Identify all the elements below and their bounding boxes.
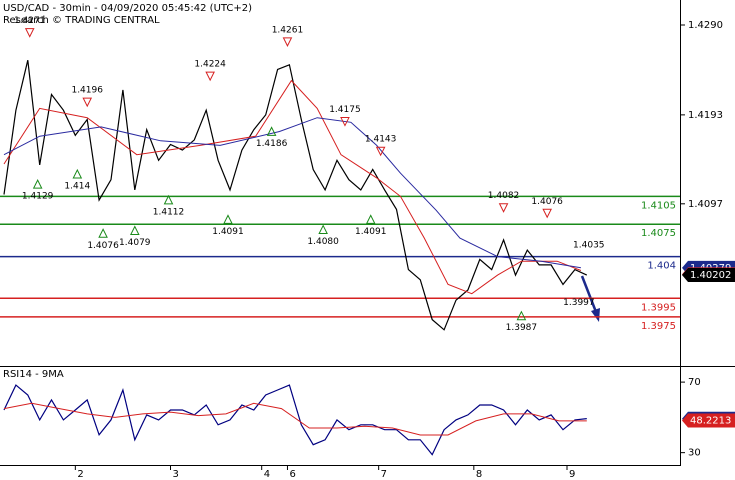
high-marker [375, 146, 386, 157]
x-tick-label: 2 [77, 469, 83, 480]
high-marker [542, 208, 552, 219]
x-tick-label: 7 [381, 469, 387, 480]
chart-title: USD/CAD - 30min - 04/09/2020 05:45:42 (U… [3, 3, 252, 14]
high-label: 1.4261 [272, 25, 304, 35]
low-label: 1.414 [64, 181, 90, 191]
x-tick-label: 6 [289, 469, 295, 480]
series-line [3, 117, 581, 269]
low-label: 1.4079 [119, 238, 151, 248]
high-marker [282, 37, 293, 47]
high-label: 1.4271 [14, 16, 46, 26]
price-label: 1.4035 [573, 241, 605, 251]
level-label: 1.3975 [641, 321, 676, 332]
high-marker [82, 97, 93, 108]
chart-subtitle: Research © TRADING CENTRAL [3, 15, 160, 26]
price-label: 1.3997 [563, 298, 595, 308]
series-line [3, 384, 587, 456]
price-tag-label: 48.2213 [690, 416, 731, 427]
low-marker [32, 179, 43, 189]
x-tick-label: 8 [476, 469, 482, 480]
low-label: 1.4091 [212, 227, 244, 237]
y-tick-label: 1.4290 [688, 20, 723, 31]
level-label: 1.4105 [641, 200, 676, 211]
x-tick-label: 3 [172, 469, 178, 480]
high-marker [498, 203, 509, 213]
series-line [3, 402, 587, 436]
high-marker [24, 28, 35, 38]
low-marker [516, 310, 527, 321]
high-label: 1.4196 [71, 86, 103, 96]
y-tick-label: 70 [688, 377, 701, 388]
series-line [3, 79, 582, 295]
low-label: 1.4080 [307, 237, 339, 247]
low-label: 1.4129 [22, 192, 54, 202]
low-marker [163, 194, 174, 205]
low-marker [365, 214, 376, 224]
projection-arrow-head [591, 308, 600, 322]
high-marker [340, 117, 350, 127]
level-label: 1.3995 [641, 302, 676, 313]
level-label: 1.404 [647, 261, 676, 272]
high-label: 1.4076 [531, 197, 563, 207]
projection-arrow [580, 275, 598, 313]
high-marker [205, 71, 215, 82]
price-tag [682, 267, 735, 282]
y-tick-label: 30 [688, 448, 701, 459]
low-marker [98, 228, 108, 238]
price-tag [682, 413, 735, 428]
low-label: 1.4091 [355, 227, 387, 237]
high-label: 1.4175 [329, 105, 361, 115]
low-marker [72, 168, 83, 179]
high-label: 1.4143 [365, 135, 397, 145]
series-line [3, 60, 588, 331]
low-label: 1.4186 [256, 139, 288, 149]
price-tag-label: 1.40202 [690, 270, 731, 281]
low-marker [266, 126, 277, 136]
low-marker [223, 214, 233, 224]
low-label: 1.3987 [506, 323, 538, 333]
high-label: 1.4082 [488, 191, 520, 201]
low-label: 1.4112 [153, 207, 185, 217]
high-label: 1.4224 [194, 60, 226, 70]
y-tick-label: 1.4193 [688, 110, 723, 121]
low-marker [130, 225, 140, 235]
level-label: 1.4075 [641, 228, 676, 239]
rsi-title: RSI14 - 9MA [3, 369, 64, 380]
low-label: 1.4076 [87, 241, 119, 251]
low-marker [318, 224, 328, 235]
y-tick-label: 1.4097 [688, 199, 723, 210]
x-tick-label: 9 [569, 469, 575, 480]
x-tick-label: 4 [264, 469, 270, 480]
